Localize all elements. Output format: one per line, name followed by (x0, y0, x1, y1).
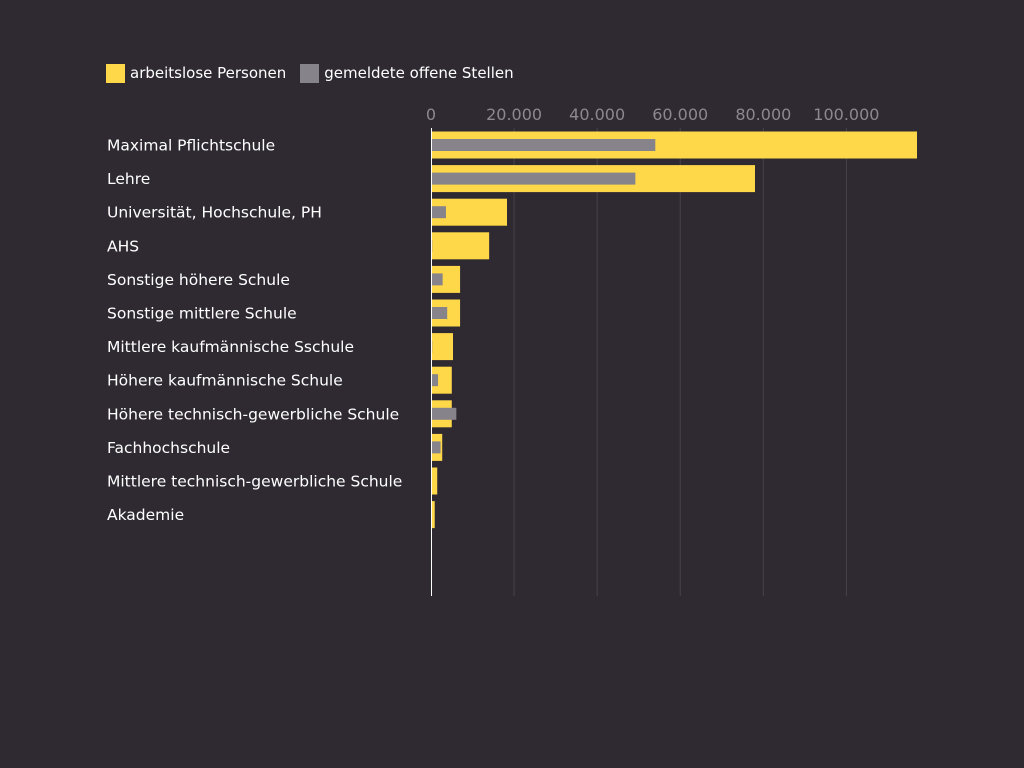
category-label: Sonstige höhere Schule (107, 271, 290, 289)
category-label: Lehre (107, 170, 150, 188)
category-label: Mittlere technisch-gewerbliche Schule (107, 473, 402, 491)
bar-offene-stellen (431, 273, 443, 286)
category-label: Maximal Pflichtschule (107, 137, 275, 155)
legend-item-arbeitslose: arbeitslose Personen (106, 63, 287, 83)
legend-label-offene-stellen: gemeldete offene Stellen (324, 64, 514, 82)
category-label: Fachhochschule (107, 439, 230, 457)
x-tick-label: 100.000 (813, 105, 879, 124)
legend-swatch-arbeitslose (106, 63, 125, 83)
legend-label-arbeitslose: arbeitslose Personen (130, 64, 287, 82)
bar-offene-stellen (431, 307, 448, 319)
legend: arbeitslose Personen gemeldete offene St… (106, 62, 528, 84)
bar-arbeitslose (431, 333, 454, 361)
bar-offene-stellen (431, 441, 441, 454)
category-label: Universität, Hochschule, PH (107, 204, 322, 222)
bar-offene-stellen (431, 139, 656, 151)
bar-arbeitslose (431, 366, 452, 394)
x-tick-label: 40.000 (569, 105, 625, 124)
bar-arbeitslose (431, 232, 490, 260)
legend-swatch-offene-stellen (300, 63, 320, 83)
bar-offene-stellen (431, 172, 636, 185)
bar-offene-stellen (431, 206, 446, 219)
x-tick-label: 20.000 (486, 105, 542, 124)
bar-arbeitslose (431, 467, 438, 495)
category-label: Akademie (107, 506, 184, 524)
x-tick-label: 0 (426, 105, 436, 124)
category-label: Höhere kaufmännische Schule (107, 372, 343, 390)
bar-arbeitslose (431, 501, 435, 529)
category-label: Höhere technisch-gewerbliche Schule (107, 405, 399, 423)
category-label: AHS (107, 237, 139, 255)
bar-offene-stellen (431, 407, 457, 420)
x-tick-label: 80.000 (735, 105, 791, 124)
category-label: Sonstige mittlere Schule (107, 305, 297, 323)
legend-item-offene-stellen: gemeldete offene Stellen (300, 63, 514, 83)
bar-offene-stellen (431, 374, 439, 387)
category-label: Mittlere kaufmännische Sschule (107, 338, 354, 356)
x-tick-label: 60.000 (652, 105, 708, 124)
